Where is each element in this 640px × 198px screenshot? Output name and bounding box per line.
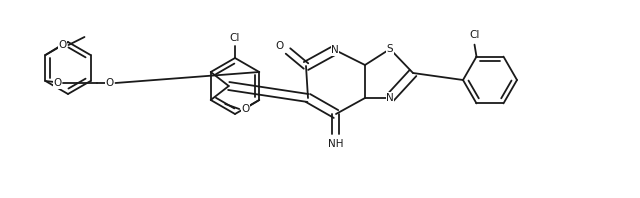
Text: N: N [386,93,394,103]
Text: O: O [276,41,284,51]
Text: O: O [53,78,61,88]
Text: N: N [331,45,339,55]
Text: O: O [241,104,250,114]
Text: S: S [387,44,394,54]
Text: Cl: Cl [230,33,240,43]
Text: NH: NH [328,139,344,149]
Text: O: O [58,40,67,50]
Text: O: O [106,78,114,88]
Text: Cl: Cl [469,30,480,40]
